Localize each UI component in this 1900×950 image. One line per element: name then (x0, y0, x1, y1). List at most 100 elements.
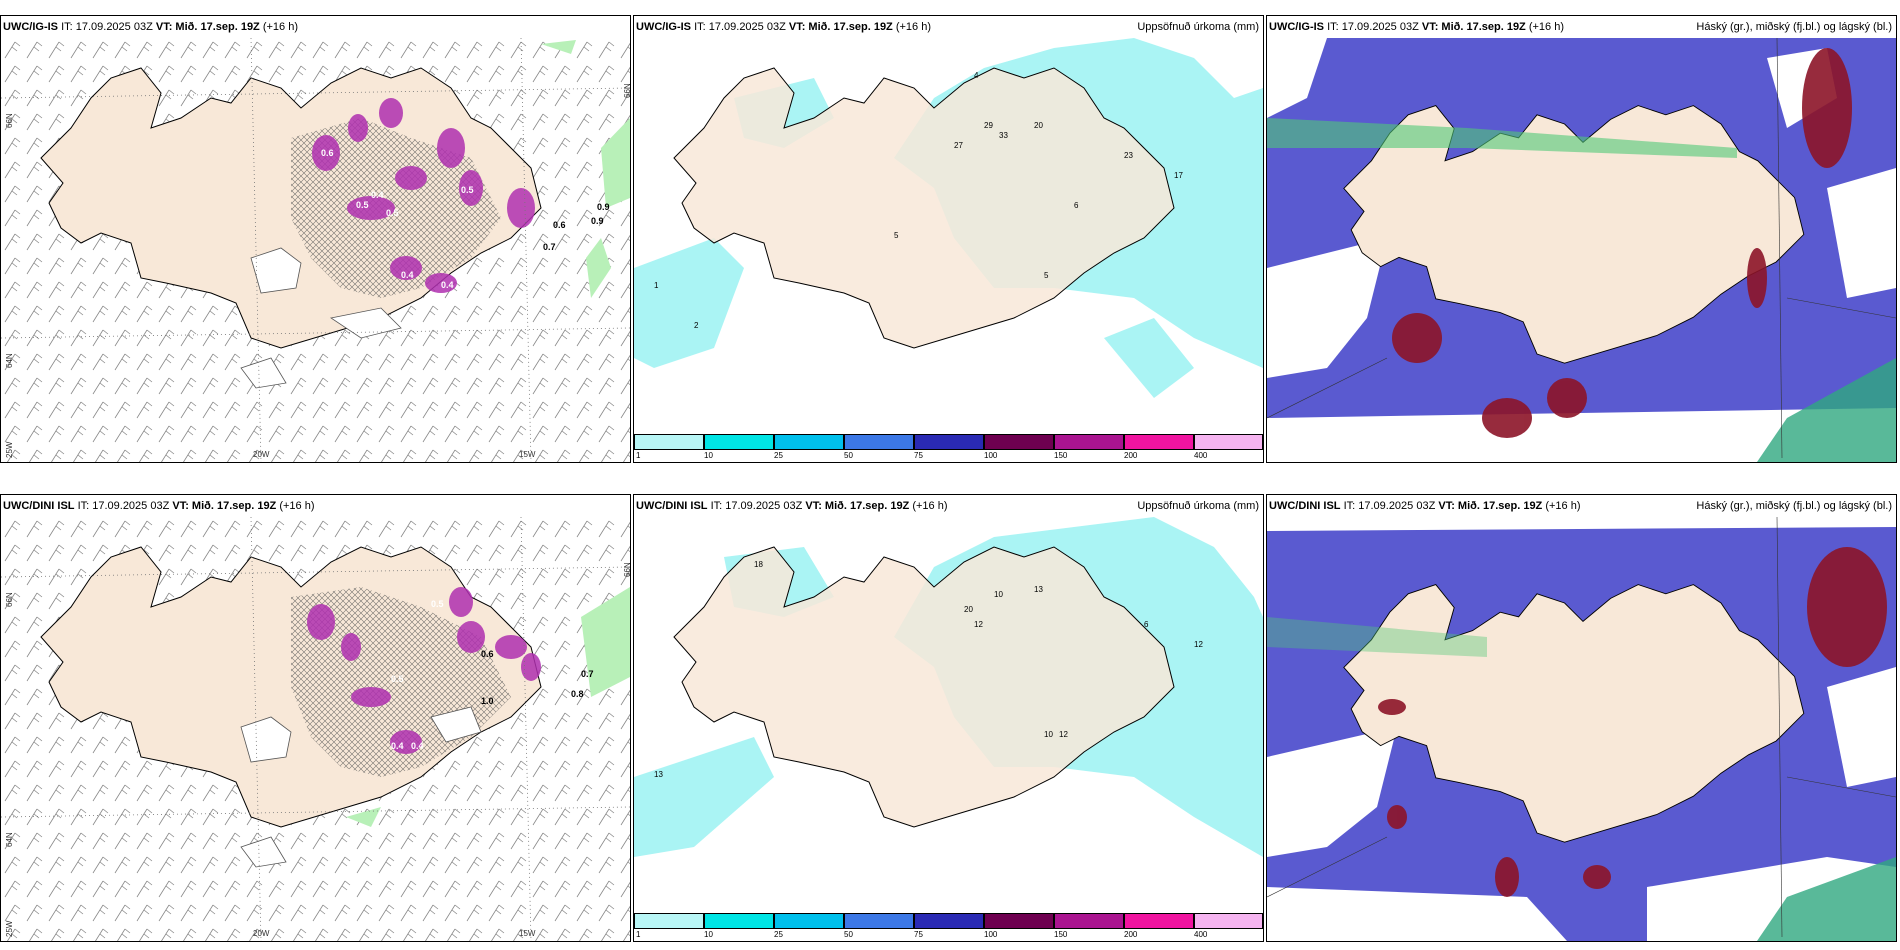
precip-labels: 18 10 13 20 12 6 13 10 12 12 (654, 560, 1203, 779)
precip-label: 29 (984, 121, 993, 130)
colorbar-swatch (704, 913, 774, 929)
iceland-land (673, 67, 1175, 349)
precip-label: 2 (694, 321, 699, 330)
colorbar-tick: 10 (704, 451, 713, 460)
map-wind-icing[interactable]: 0.5 0.5 0.6 1.0 0.4 0.4 0.7 0.8 66N 64N … (1, 517, 630, 941)
panel-clouds-igis: UWC/IG-IS IT: 17.09.2025 03Z VT: Mið. 17… (1266, 15, 1897, 463)
colorbar-tick: 75 (914, 451, 923, 460)
ice-label: 0.5 (431, 599, 444, 609)
precip-label: 27 (954, 141, 963, 150)
panel-wind-icing-dini: UWC/DINI ISL IT: 17.09.2025 03Z VT: Mið.… (0, 494, 631, 942)
valid-time: VT: Mið. 17.sep. 19Z (1421, 21, 1526, 33)
ice-label: 0.5 (391, 674, 404, 684)
lon-label: 15W (519, 929, 536, 938)
init-time: IT: 17.09.2025 03Z (694, 21, 786, 33)
map-precipitation[interactable]: 18 10 13 20 12 6 13 10 12 12 (634, 517, 1263, 911)
precip-label: 23 (1124, 151, 1133, 160)
ice-label: 0.6 (553, 220, 566, 230)
map-svg (1267, 38, 1896, 462)
lat-label: 64N (5, 353, 14, 368)
colorbar-swatch (984, 913, 1054, 929)
precip-label: 6 (1074, 201, 1079, 210)
colorbar-tick: 100 (984, 930, 998, 939)
precip-label: 10 (1044, 730, 1053, 739)
colorbar-swatch (704, 434, 774, 450)
ice-label: 0.9 (591, 216, 604, 226)
panel-clouds-dini: UWC/DINI ISL IT: 17.09.2025 03Z VT: Mið.… (1266, 494, 1897, 942)
colorbar-tick: 75 (914, 930, 923, 939)
model-name: UWC/IG-IS (636, 21, 691, 33)
precip-label: 20 (964, 605, 973, 614)
init-time: IT: 17.09.2025 03Z (77, 500, 170, 512)
map-wind-icing[interactable]: 0.6 0.5 0.4 0.4 0.5 0.4 0.5 0.9 0.9 0.6 … (1, 38, 630, 462)
colorbar-tick: 1 (636, 930, 641, 939)
map-svg: 0.6 0.5 0.4 0.4 0.5 0.4 0.5 0.9 0.9 0.6 … (1, 38, 630, 462)
colorbar-swatch (914, 434, 984, 450)
panel-header: UWC/IG-IS IT: 17.09.2025 03Z VT: Mið. 17… (1267, 16, 1896, 38)
init-time: IT: 17.09.2025 03Z (710, 500, 803, 512)
ice-label: 0.9 (597, 202, 610, 212)
valid-time: VT: Mið. 17.sep. 19Z (805, 500, 910, 512)
colorbar-tick: 400 (1194, 451, 1208, 460)
lead-time: (+16 h) (912, 500, 948, 512)
white-areas (240, 247, 402, 389)
panel-header: UWC/DINI ISL IT: 17.09.2025 03Z VT: Mið.… (1267, 495, 1896, 517)
precip-label: 4 (974, 71, 979, 80)
green-patches (346, 587, 630, 827)
precip-labels: 4 29 33 20 23 17 27 5 1 2 6 5 (654, 71, 1183, 330)
precip-label: 18 (754, 560, 763, 569)
green-patches (541, 40, 630, 298)
model-name: UWC/IG-IS (1269, 21, 1324, 33)
init-time: IT: 17.09.2025 03Z (1327, 21, 1419, 33)
field-title: Háský (gr.), miðský (fj.bl.) og lágský (… (1696, 21, 1892, 33)
lat-label: 66N (5, 113, 14, 128)
precip-label: 1 (654, 281, 659, 290)
clear-areas (1267, 38, 1896, 462)
lon-label: 20W (253, 450, 270, 459)
colorbar-swatch (914, 913, 984, 929)
colorbar-swatch (1124, 434, 1194, 450)
map-svg: 4 29 33 20 23 17 27 5 1 2 6 5 (634, 38, 1263, 398)
ice-label: 0.6 (481, 649, 494, 659)
colorbar-tick: 10 (704, 930, 713, 939)
colorbar-tick: 50 (844, 451, 853, 460)
lead-time: (+16 h) (1528, 21, 1565, 33)
iceland-land (1343, 105, 1805, 364)
panel-header: UWC/IG-IS IT: 17.09.2025 03Z VT: Mið. 17… (1, 16, 630, 38)
iceland-land (673, 546, 1175, 828)
colorbar-tick: 150 (1054, 930, 1068, 939)
colorbar-swatch (634, 434, 704, 450)
cloud-mid-layer (1757, 857, 1896, 941)
colorbar-tick: 200 (1124, 930, 1138, 939)
icing-areas (312, 98, 535, 293)
cloud-mid-layer (1757, 358, 1896, 462)
precip-label: 20 (1034, 121, 1043, 130)
lon-label: 25W (5, 441, 14, 458)
model-name: UWC/DINI ISL (636, 500, 708, 512)
colorbar-tick: 25 (774, 930, 783, 939)
panel-header: UWC/DINI ISL IT: 17.09.2025 03Z VT: Mið.… (1, 495, 630, 517)
ice-label: 0.4 (391, 741, 404, 751)
map-precipitation[interactable]: 4 29 33 20 23 17 27 5 1 2 6 5 (634, 38, 1263, 432)
ice-label: 0.4 (371, 190, 384, 200)
cloud-high-layer (1392, 48, 1852, 438)
lon-label: 15W (519, 450, 536, 459)
ice-labels: 0.5 0.5 0.6 1.0 0.4 0.4 0.7 0.8 (391, 599, 594, 751)
colorbar-swatch (1124, 913, 1194, 929)
precip-label: 13 (654, 770, 663, 779)
panel-header: UWC/DINI ISL IT: 17.09.2025 03Z VT: Mið.… (634, 495, 1263, 517)
cloud-high-layer (1378, 547, 1887, 897)
model-name: UWC/DINI ISL (1269, 500, 1341, 512)
panel-precip-igis: UWC/IG-IS IT: 17.09.2025 03Z VT: Mið. 17… (633, 15, 1264, 463)
lead-time: (+16 h) (262, 21, 299, 33)
ice-label: 0.8 (571, 689, 584, 699)
ice-label: 0.7 (543, 242, 556, 252)
valid-time: VT: Mið. 17.sep. 19Z (1438, 500, 1543, 512)
map-svg (1267, 517, 1896, 941)
precip-label: 5 (1044, 271, 1049, 280)
map-clouds[interactable] (1267, 517, 1896, 941)
ice-label: 0.5 (356, 200, 369, 210)
colorbar-tick: 1 (636, 451, 641, 460)
colorbar-tick: 150 (1054, 451, 1068, 460)
map-clouds[interactable] (1267, 38, 1896, 462)
